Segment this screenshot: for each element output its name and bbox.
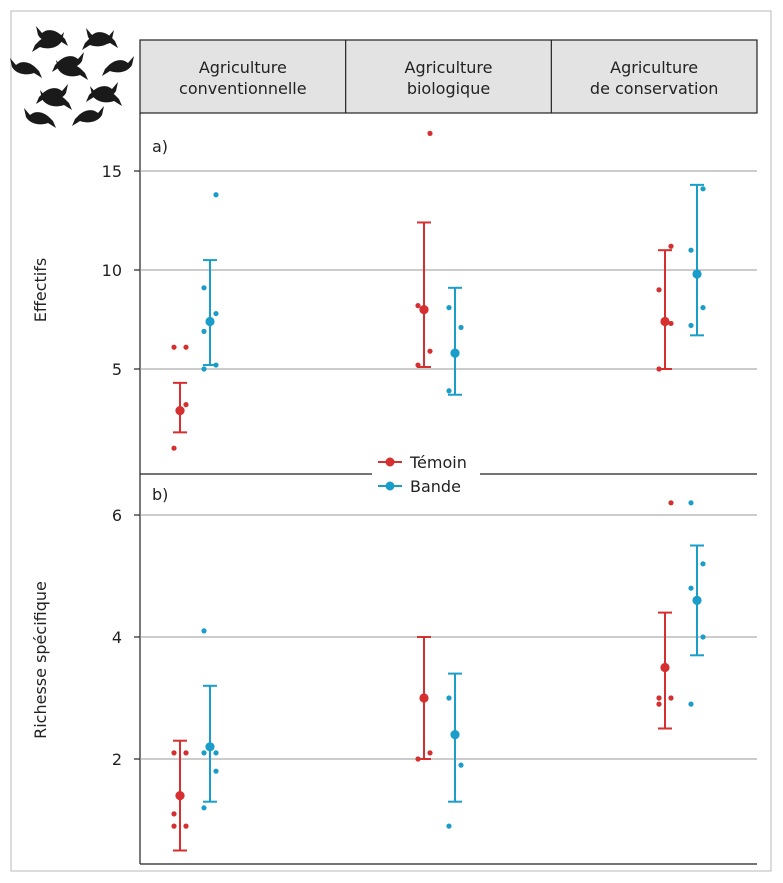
data-point: [688, 701, 694, 707]
y-tick-label: 10: [102, 261, 122, 280]
y-tick-label: 2: [112, 750, 122, 769]
mean-point: [175, 791, 185, 801]
mean-point: [419, 305, 429, 315]
data-point: [183, 750, 189, 756]
bird-silhouette: [40, 90, 72, 110]
bird-silhouette: [90, 86, 122, 106]
y-axis-label: Effectifs: [31, 258, 50, 322]
data-point: [688, 585, 694, 591]
data-point: [213, 192, 219, 198]
data-point: [171, 445, 177, 451]
data-point: [213, 310, 219, 317]
data-point: [700, 186, 706, 192]
data-point: [427, 130, 433, 136]
data-point: [446, 388, 452, 394]
y-tick-label: 4: [112, 628, 122, 647]
data-point: [656, 366, 662, 372]
data-point: [427, 348, 433, 354]
data-point: [213, 768, 219, 774]
data-point: [415, 303, 421, 309]
data-point: [446, 823, 452, 829]
data-point: [171, 344, 177, 350]
data-point: [668, 500, 674, 506]
y-tick-label: 15: [102, 162, 122, 181]
data-point: [656, 287, 662, 293]
data-point: [171, 823, 177, 829]
data-point: [183, 344, 189, 350]
data-point: [668, 695, 674, 701]
data-point: [201, 285, 207, 291]
data-point: [415, 362, 421, 368]
figure-border: [10, 10, 772, 872]
data-point: [446, 305, 452, 311]
data-point: [700, 305, 706, 311]
data-point: [700, 634, 706, 640]
data-point: [201, 366, 207, 372]
data-point: [446, 695, 452, 701]
mean-point: [692, 595, 702, 606]
panel-a: 5 10 15 a) Effectifs: [31, 113, 757, 475]
bird-silhouette: [10, 58, 42, 78]
data-point: [201, 805, 207, 811]
data-point: [688, 500, 694, 506]
mean-point: [205, 742, 215, 752]
data-point: [201, 628, 207, 634]
data-point: [415, 756, 421, 762]
bird-silhouette: [102, 56, 134, 76]
data-point: [458, 762, 464, 768]
header-column-3: Agriculture de conservation: [590, 58, 719, 98]
data-point: [688, 322, 694, 329]
legend: Témoin Bande: [372, 450, 480, 502]
data-point: [688, 247, 694, 253]
data-point: [458, 324, 464, 331]
y-tick-label: 5: [112, 360, 122, 379]
bird-silhouette: [72, 106, 104, 126]
data-point: [668, 320, 674, 327]
panel-b: 2 4 6 b) Richesse spécifique: [31, 474, 757, 865]
panel-label: a): [152, 137, 168, 156]
legend-label-2: Bande: [410, 477, 461, 496]
bird-silhouette: [36, 26, 68, 46]
data-point: [213, 750, 219, 756]
legend-marker: [385, 457, 395, 467]
mean-point: [660, 316, 670, 327]
bird-silhouettes-icon: [10, 26, 134, 128]
data-point: [668, 243, 674, 249]
legend-label-1: Témoin: [409, 453, 467, 472]
data-point: [201, 328, 207, 334]
bird-silhouette: [32, 32, 64, 52]
data-point: [213, 362, 219, 368]
mean-point: [450, 348, 460, 358]
data-point: [700, 561, 706, 567]
header-background: [139, 39, 758, 114]
panel-label: b): [152, 485, 168, 504]
header-column-2: Agriculture biologique: [405, 58, 493, 98]
data-point: [171, 811, 177, 817]
bird-silhouette: [56, 60, 88, 80]
mean-point: [692, 269, 702, 279]
header-column-1: Agriculture conventionnelle: [179, 58, 307, 98]
header-row: Agriculture conventionnelle Agriculture bio…: [139, 39, 758, 114]
mean-point: [660, 662, 670, 673]
mean-point: [419, 693, 429, 703]
data-point: [183, 823, 189, 829]
mean-point: [450, 730, 460, 740]
legend-marker: [385, 481, 395, 491]
data-point: [171, 750, 177, 756]
data-point: [201, 750, 207, 756]
data-point: [656, 695, 662, 701]
data-point: [427, 750, 433, 756]
data-point: [656, 701, 662, 707]
mean-point: [205, 316, 215, 327]
y-axis-label: Richesse spécifique: [31, 581, 50, 739]
data-point: [183, 402, 189, 408]
bird-silhouette: [86, 28, 118, 48]
bird-silhouette: [24, 108, 56, 128]
mean-point: [175, 405, 185, 416]
y-tick-label: 6: [112, 506, 122, 525]
